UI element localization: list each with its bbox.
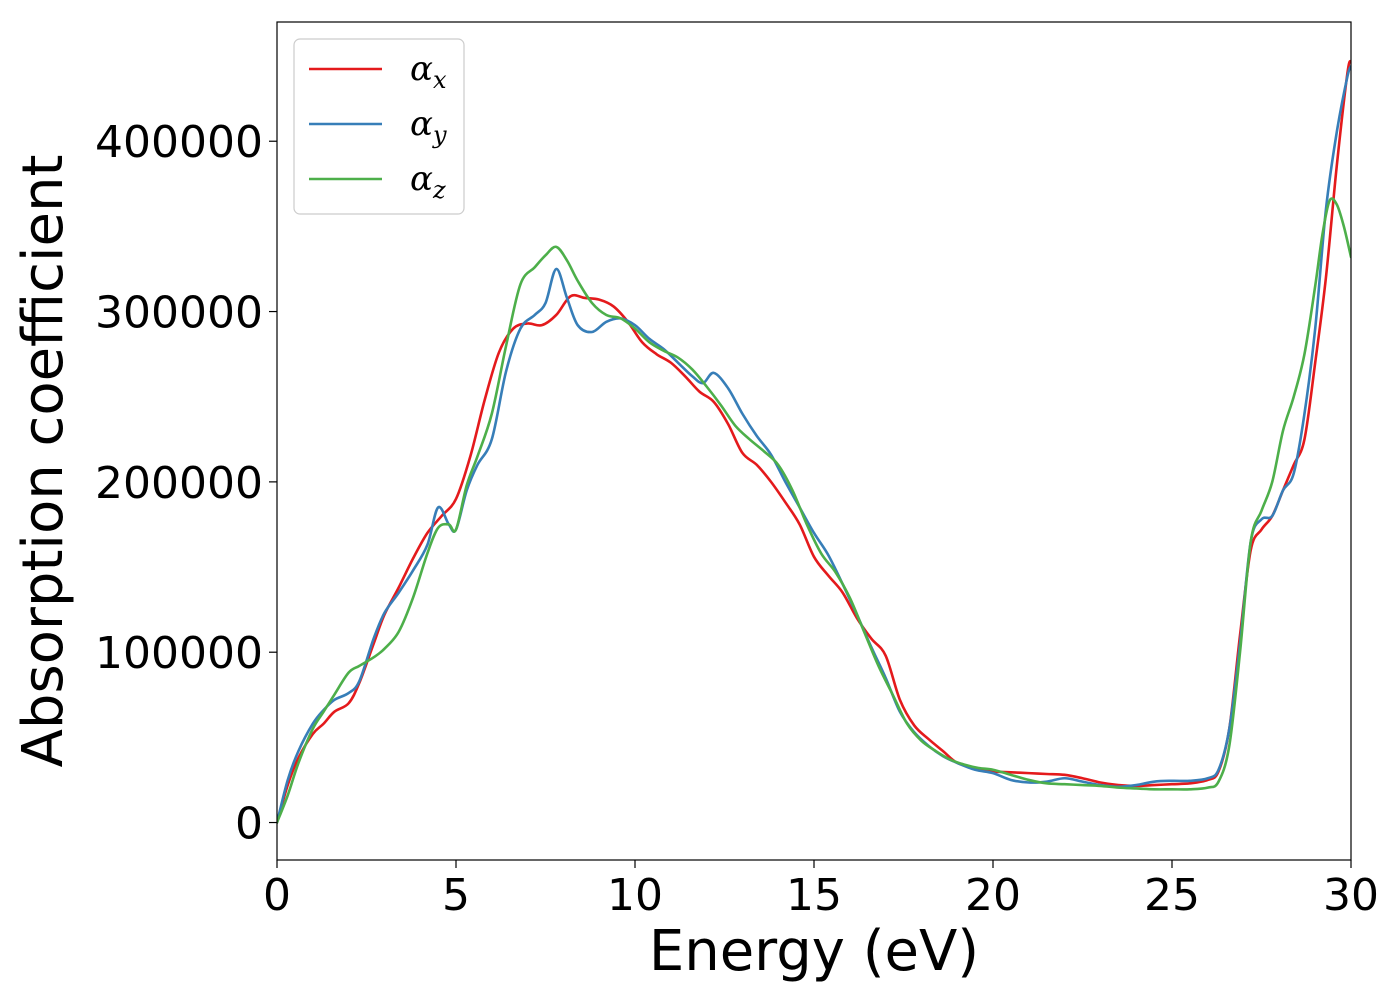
legend-entry-x: αx	[309, 49, 447, 94]
x-tick-label: 10	[607, 870, 663, 921]
x-tick-label: 15	[786, 870, 842, 921]
x-tick-label: 5	[442, 870, 470, 921]
y-tick-label: 200000	[95, 458, 263, 509]
x-tick-label: 0	[263, 870, 291, 921]
legend-label: αz	[410, 159, 446, 204]
x-tick-label: 20	[965, 870, 1021, 921]
y-tick-label: 400000	[95, 117, 263, 168]
legend-label: αx	[410, 49, 447, 94]
y-axis-label: Absorption coefficient	[11, 155, 76, 768]
y-tick-label: 100000	[95, 628, 263, 679]
x-tick-label: 30	[1323, 870, 1379, 921]
series-line-z	[277, 197, 1351, 824]
legend-entry-y: αy	[309, 104, 447, 149]
legend-box	[293, 38, 465, 215]
legend-label: αy	[410, 104, 447, 149]
y-axis: 0 100000 200000 300000 400000	[95, 117, 277, 850]
legend: αx αy αz	[293, 38, 465, 215]
y-tick-label: 0	[235, 799, 263, 850]
series-layer	[277, 59, 1351, 824]
series-line-y	[277, 64, 1351, 824]
y-tick-label: 300000	[95, 288, 263, 339]
x-axis-label: Energy (eV)	[649, 919, 979, 984]
x-axis: 0 5 10 15 20 25 30	[263, 860, 1379, 921]
legend-entry-z: αz	[309, 159, 446, 204]
x-tick-label: 25	[1144, 870, 1200, 921]
